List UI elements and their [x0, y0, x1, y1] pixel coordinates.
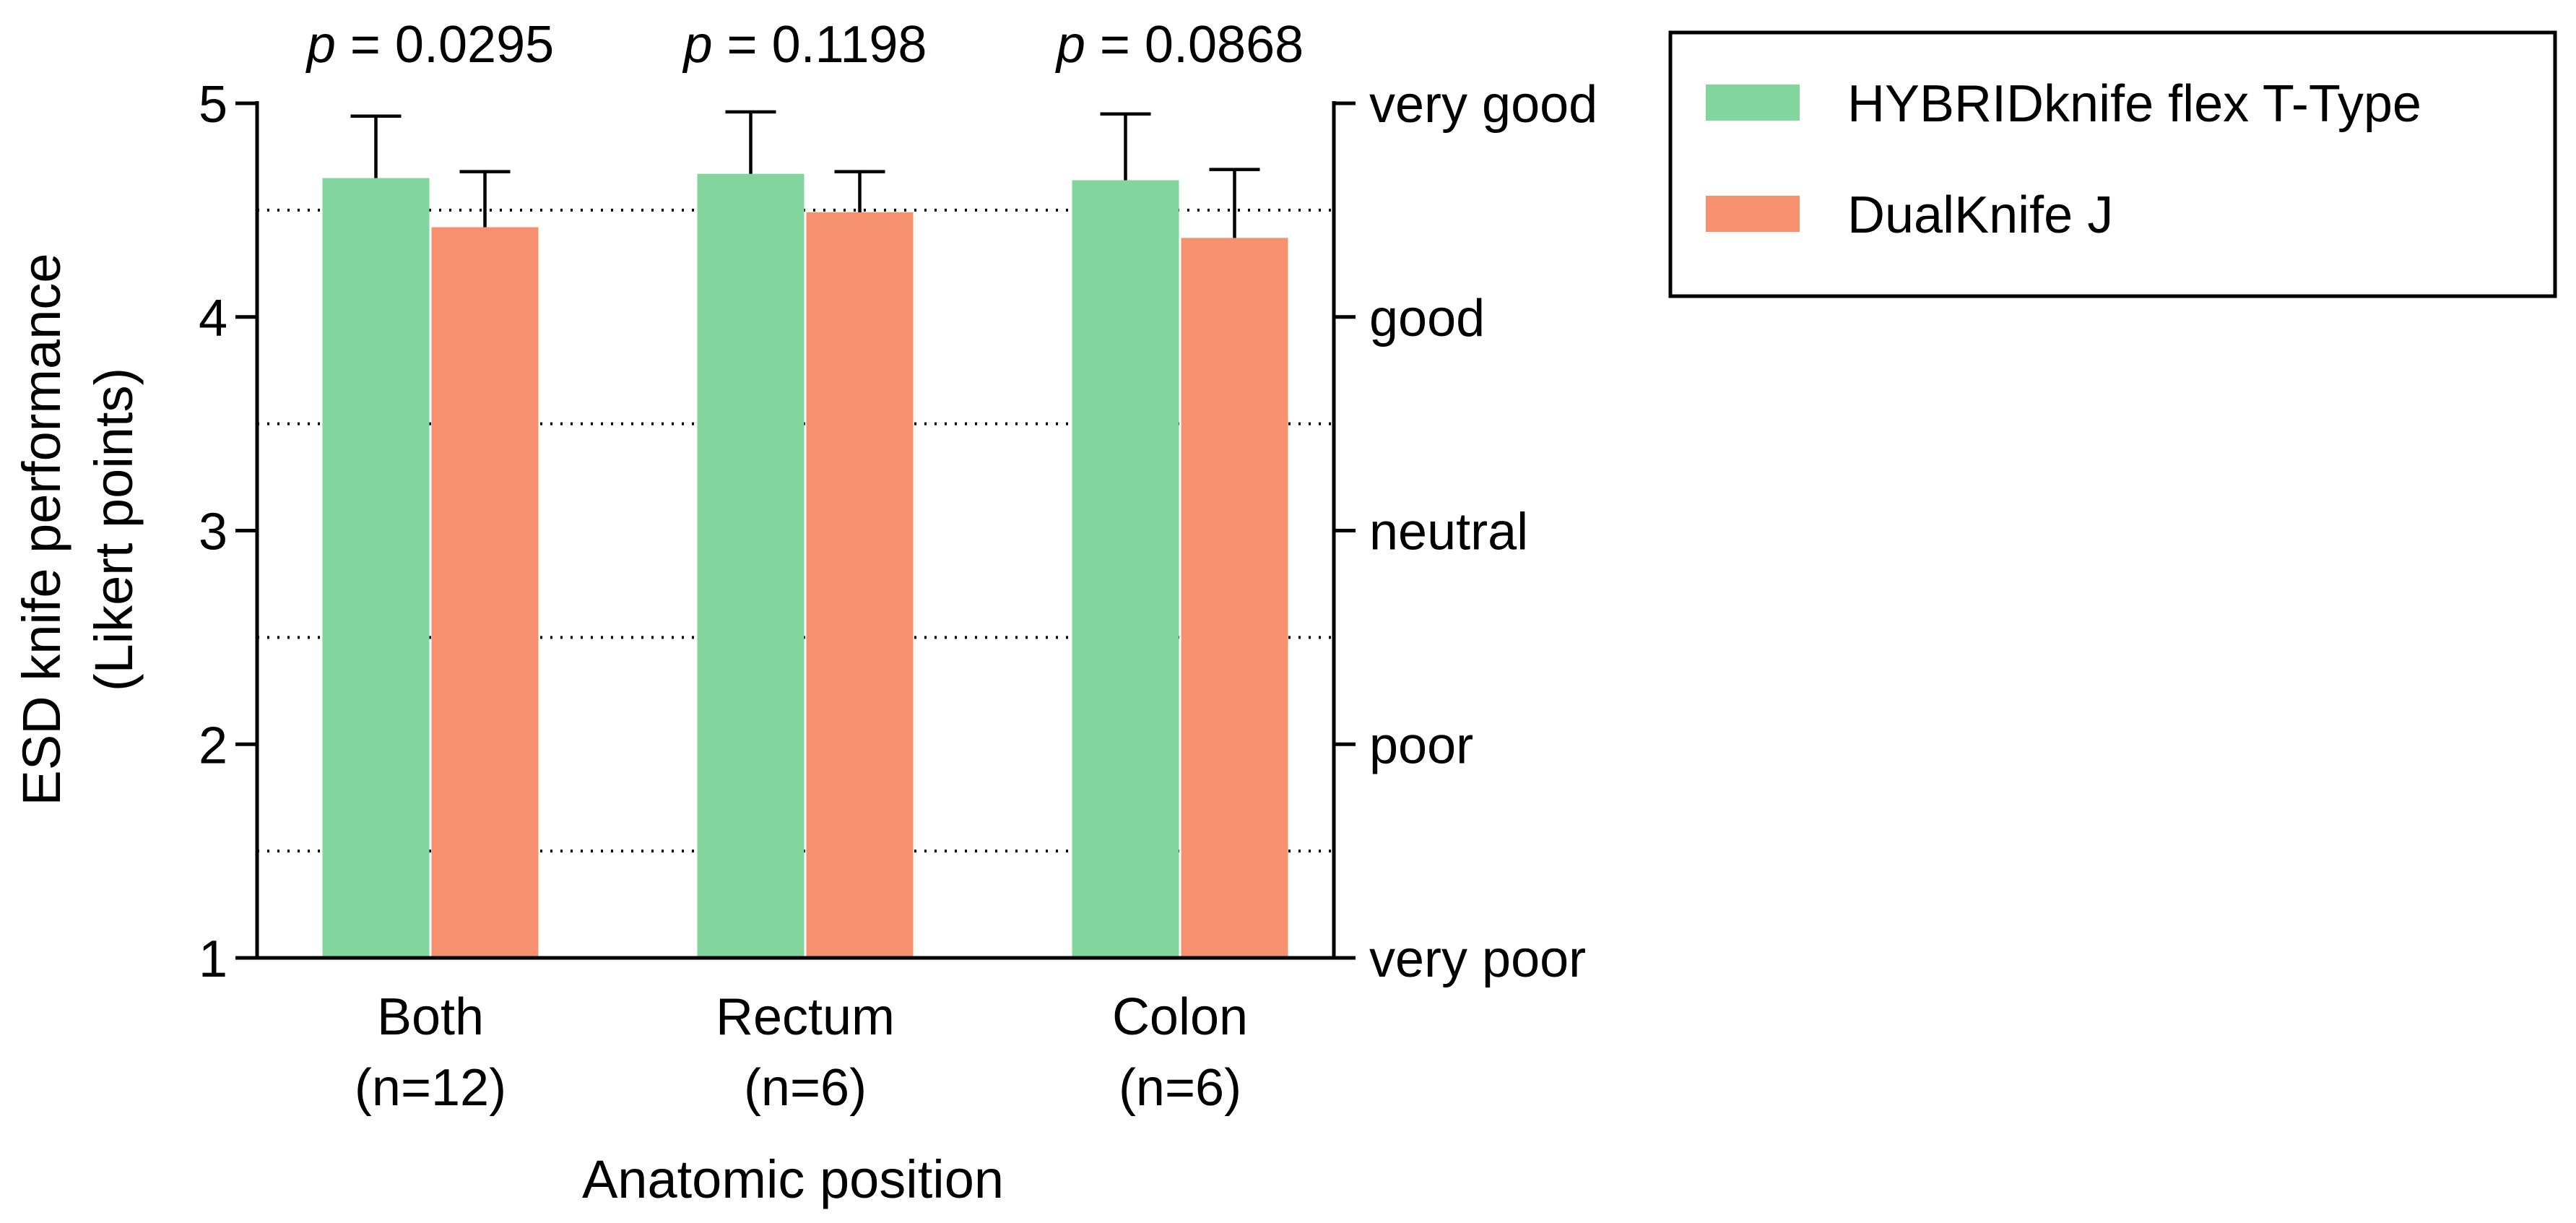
p-value: = 0.0295: [336, 16, 554, 74]
p-value-annotation: p = 0.1198: [682, 16, 927, 74]
x-tick-sublabel: (n=6): [744, 1059, 867, 1117]
right-y-tick-label: very good: [1369, 76, 1597, 134]
p-symbol: p: [305, 16, 336, 74]
x-axis-title: Anatomic position: [582, 1149, 1004, 1209]
y-axis-title-line-1: ESD knife performance: [12, 253, 71, 805]
left-y-tick-label: 5: [199, 76, 227, 134]
axis-ticks: [235, 101, 1356, 960]
x-tick-label: Rectum: [716, 988, 895, 1046]
axis-labels: 1 very poor 2 poor 3 neutral 4 good 5 very good Bo…: [199, 16, 1597, 1117]
bar: [697, 173, 805, 958]
left-y-tick-label: 1: [199, 930, 227, 988]
right-y-tick-label: very poor: [1369, 930, 1586, 988]
right-y-tick-label: good: [1369, 290, 1485, 347]
bar: [806, 212, 914, 958]
right-y-tick-label: neutral: [1369, 504, 1528, 561]
p-symbol: p: [1055, 16, 1085, 74]
bar: [431, 227, 539, 958]
x-tick-sublabel: (n=6): [1119, 1059, 1241, 1117]
legend: HYBRIDknife flex T-Type DualKnife J: [1668, 30, 2557, 298]
x-tick-label: Colon: [1112, 988, 1248, 1046]
x-tick-sublabel: (n=12): [355, 1059, 506, 1117]
y-axis-title: ESD knife performance (Likert points): [12, 253, 144, 805]
left-y-tick-label: 4: [199, 290, 227, 347]
bar: [1181, 238, 1288, 958]
bars: [322, 173, 1288, 959]
bar: [1072, 180, 1179, 959]
y-axis-title-line-2: (Likert points): [84, 368, 144, 691]
p-value-annotation: p = 0.0295: [305, 16, 554, 74]
legend-swatch: [1706, 196, 1800, 232]
p-value-annotation: p = 0.0868: [1055, 16, 1304, 74]
p-value: = 0.1198: [713, 16, 927, 74]
error-bars: [350, 110, 1260, 238]
legend-swatch: [1706, 85, 1800, 121]
legend-label: HYBRIDknife flex T-Type: [1847, 75, 2421, 133]
p-value: = 0.0868: [1085, 16, 1304, 74]
left-y-tick-label: 3: [199, 504, 227, 561]
legend-frame: [1668, 30, 2557, 298]
left-y-tick-label: 2: [199, 717, 227, 774]
p-symbol: p: [682, 16, 713, 74]
bar: [322, 178, 430, 959]
x-tick-label: Both: [377, 988, 484, 1046]
right-y-tick-label: poor: [1369, 717, 1473, 774]
legend-label: DualKnife J: [1847, 186, 2113, 244]
